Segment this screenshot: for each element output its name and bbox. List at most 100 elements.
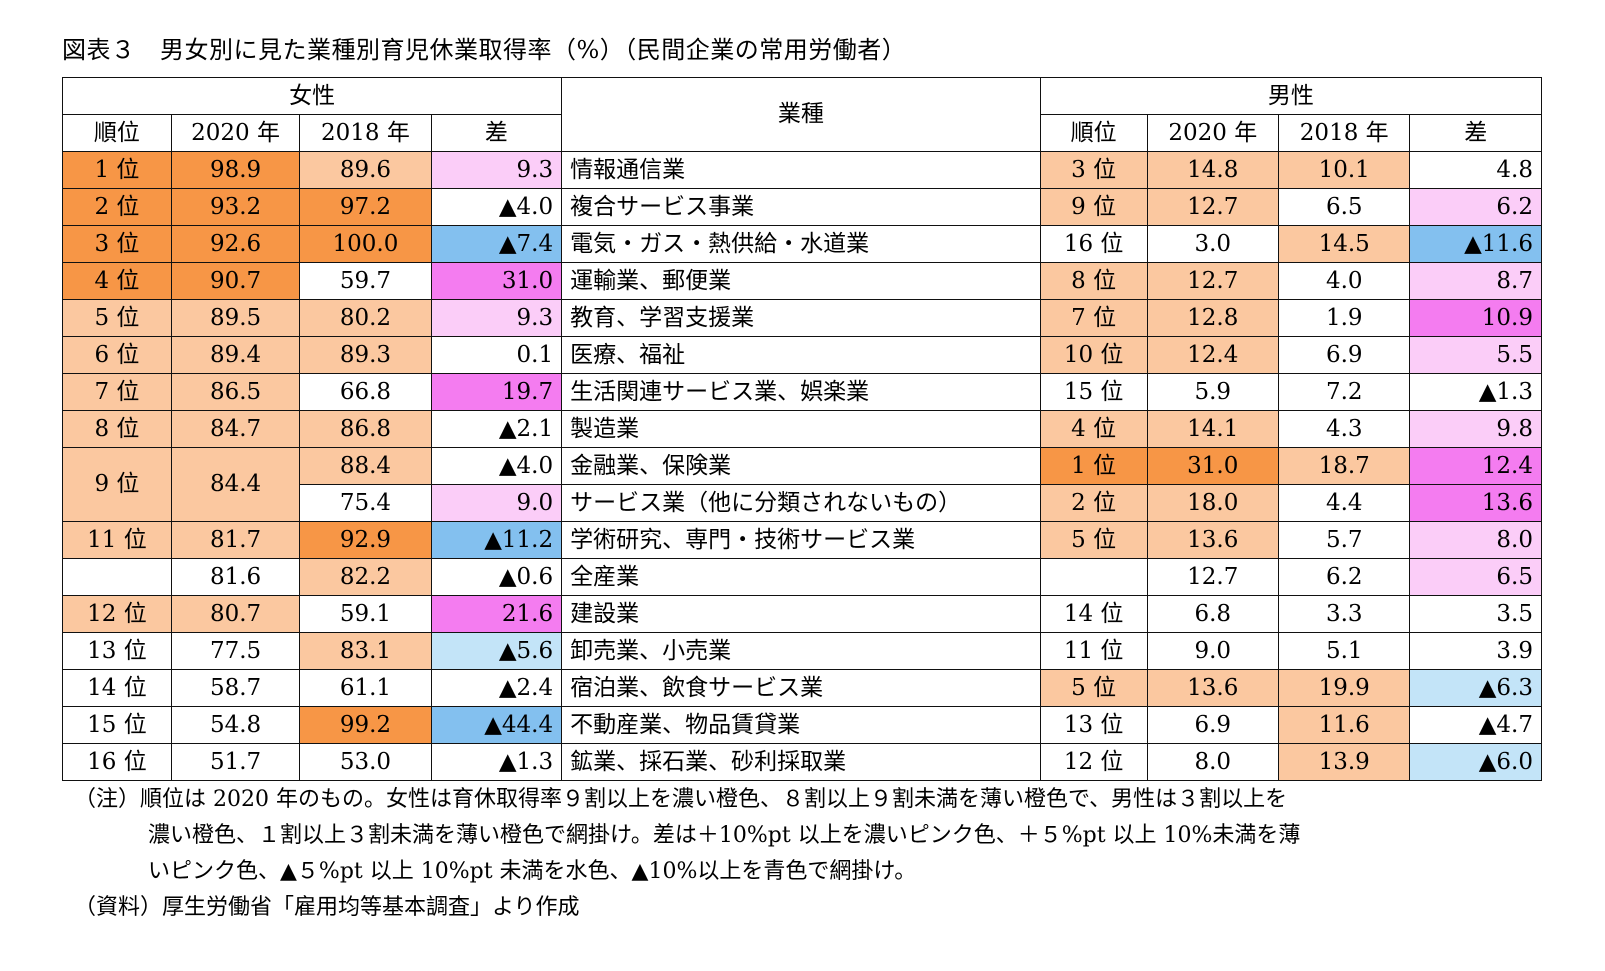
male-2020: 12.7 (1146, 558, 1280, 596)
male-header: 男性 (1039, 77, 1543, 115)
male-2020: 9.0 (1146, 632, 1280, 670)
table-row: 2 位 93.2 97.2 ▲4.0 複合サービス事業 9 位 12.7 6.5… (62, 188, 1542, 226)
table-row: 15 位 54.8 99.2 ▲44.4 不動産業、物品賃貸業 13 位 6.9… (62, 706, 1542, 744)
male-diff-header: 差 (1409, 114, 1542, 152)
male-rank: 16 位 (1039, 225, 1148, 263)
table-row: 14 位 58.7 61.1 ▲2.4 宿泊業、飲食サービス業 5 位 13.6… (62, 669, 1542, 707)
male-diff: 13.6 (1409, 484, 1542, 522)
male-rank: 12 位 (1039, 743, 1148, 781)
female-2018: 83.1 (299, 632, 432, 670)
male-rank: 8 位 (1039, 262, 1148, 300)
female-diff: ▲7.4 (430, 225, 563, 263)
female-2018: 59.7 (299, 262, 432, 300)
male-2018-header: 2018 年 (1277, 114, 1411, 152)
male-rank: 7 位 (1039, 299, 1148, 337)
industry-name: 宿泊業、飲食サービス業 (561, 669, 1041, 707)
female-2018: 59.1 (299, 595, 432, 633)
industry-name: 電気・ガス・熱供給・水道業 (561, 225, 1041, 263)
female-diff: ▲5.6 (430, 632, 563, 670)
industry-name: 建設業 (561, 595, 1041, 633)
female-2018: 88.4 (299, 447, 432, 485)
female-2020: 89.5 (170, 299, 301, 337)
male-rank: 3 位 (1039, 151, 1148, 189)
industry-header: 業種 (561, 77, 1041, 152)
male-2020: 12.8 (1146, 299, 1280, 337)
male-diff: 5.5 (1409, 336, 1542, 374)
industry-name: 全産業 (561, 558, 1041, 596)
male-rank: 4 位 (1039, 410, 1148, 448)
female-diff: 21.6 (430, 595, 563, 633)
figure-title: 図表３ 男女別に見た業種別育児休業取得率（%）（民間企業の常用労働者） (62, 36, 907, 64)
female-rank: 8 位 (62, 410, 172, 448)
female-header: 女性 (61, 77, 563, 115)
male-2018: 19.9 (1277, 669, 1411, 707)
table-row: 12 位 80.7 59.1 21.6 建設業 14 位 6.8 3.3 3.5 (62, 595, 1542, 633)
male-diff: ▲6.0 (1409, 743, 1542, 781)
male-diff: 10.9 (1409, 299, 1542, 337)
industry-name: 不動産業、物品賃貸業 (561, 706, 1041, 744)
male-2018: 5.1 (1277, 632, 1411, 670)
table-row: 4 位 90.7 59.7 31.0 運輸業、郵便業 8 位 12.7 4.0 … (62, 262, 1542, 300)
male-rank: 5 位 (1039, 669, 1148, 707)
male-2018: 10.1 (1277, 151, 1411, 189)
industry-name: 学術研究、専門・技術サービス業 (561, 521, 1041, 559)
female-2020: 54.8 (170, 706, 301, 744)
female-rank: 7 位 (62, 373, 172, 411)
industry-name: 複合サービス事業 (561, 188, 1041, 226)
male-diff: 8.7 (1409, 262, 1542, 300)
male-2018: 13.9 (1277, 743, 1411, 781)
female-2020: 58.7 (170, 669, 301, 707)
male-2020: 8.0 (1146, 743, 1280, 781)
male-diff: ▲4.7 (1409, 706, 1542, 744)
female-2020: 90.7 (170, 262, 301, 300)
male-2020: 14.1 (1146, 410, 1280, 448)
male-2018: 4.3 (1277, 410, 1411, 448)
female-2018: 89.3 (299, 336, 432, 374)
female-2018: 86.8 (299, 410, 432, 448)
male-2018: 1.9 (1277, 299, 1411, 337)
male-2020: 14.8 (1146, 151, 1280, 189)
female-rank: 15 位 (62, 706, 172, 744)
female-rank: 12 位 (62, 595, 172, 633)
male-rank: 15 位 (1039, 373, 1148, 411)
female-2020: 92.6 (170, 225, 301, 263)
note-line-1: （注）順位は 2020 年のもの。女性は育休取得率９割以上を濃い橙色、８割以上９… (74, 787, 1288, 812)
male-2018: 3.3 (1277, 595, 1411, 633)
industry-name: 製造業 (561, 410, 1041, 448)
female-diff: ▲0.6 (430, 558, 563, 596)
table-row: 11 位 81.7 92.9 ▲11.2 学術研究、専門・技術サービス業 5 位… (62, 521, 1542, 559)
male-rank: 10 位 (1039, 336, 1148, 374)
industry-name: 医療、福祉 (561, 336, 1041, 374)
female-2018: 61.1 (299, 669, 432, 707)
female-diff: 19.7 (430, 373, 563, 411)
female-2020: 81.7 (170, 521, 301, 559)
male-rank (1039, 558, 1148, 596)
female-2018: 80.2 (299, 299, 432, 337)
female-diff: ▲2.1 (430, 410, 563, 448)
industry-name: 生活関連サービス業、娯楽業 (561, 373, 1041, 411)
male-2020: 12.4 (1146, 336, 1280, 374)
female-2020: 93.2 (170, 188, 301, 226)
male-diff: 12.4 (1409, 447, 1542, 485)
industry-name: 鉱業、採石業、砂利採取業 (561, 743, 1041, 781)
male-rank: 9 位 (1039, 188, 1148, 226)
female-2018: 99.2 (299, 706, 432, 744)
industry-name: 情報通信業 (561, 151, 1041, 189)
female-diff: ▲4.0 (430, 188, 563, 226)
female-2020: 98.9 (170, 151, 301, 189)
male-diff: 4.8 (1409, 151, 1542, 189)
female-diff: 9.3 (430, 299, 563, 337)
table-row: 5 位 89.5 80.2 9.3 教育、学習支援業 7 位 12.8 1.9 … (62, 299, 1542, 337)
female-2020: 51.7 (170, 743, 301, 781)
male-2020: 13.6 (1146, 521, 1280, 559)
male-diff: 8.0 (1409, 521, 1542, 559)
male-2020: 3.0 (1146, 225, 1280, 263)
female-rank: 6 位 (62, 336, 172, 374)
header-row-groups: 女性 業種 男性 (61, 77, 1543, 152)
female-rank: 2 位 (62, 188, 172, 226)
female-2018: 82.2 (299, 558, 432, 596)
industry-name: サービス業（他に分類されないもの） (561, 484, 1041, 522)
header-row-columns: 順位 2020 年 2018 年 差 順位 2020 年 2018 年 差 (62, 114, 1542, 152)
female-diff: 0.1 (430, 336, 563, 374)
table-row: 7 位 86.5 66.8 19.7 生活関連サービス業、娯楽業 15 位 5.… (62, 373, 1542, 411)
